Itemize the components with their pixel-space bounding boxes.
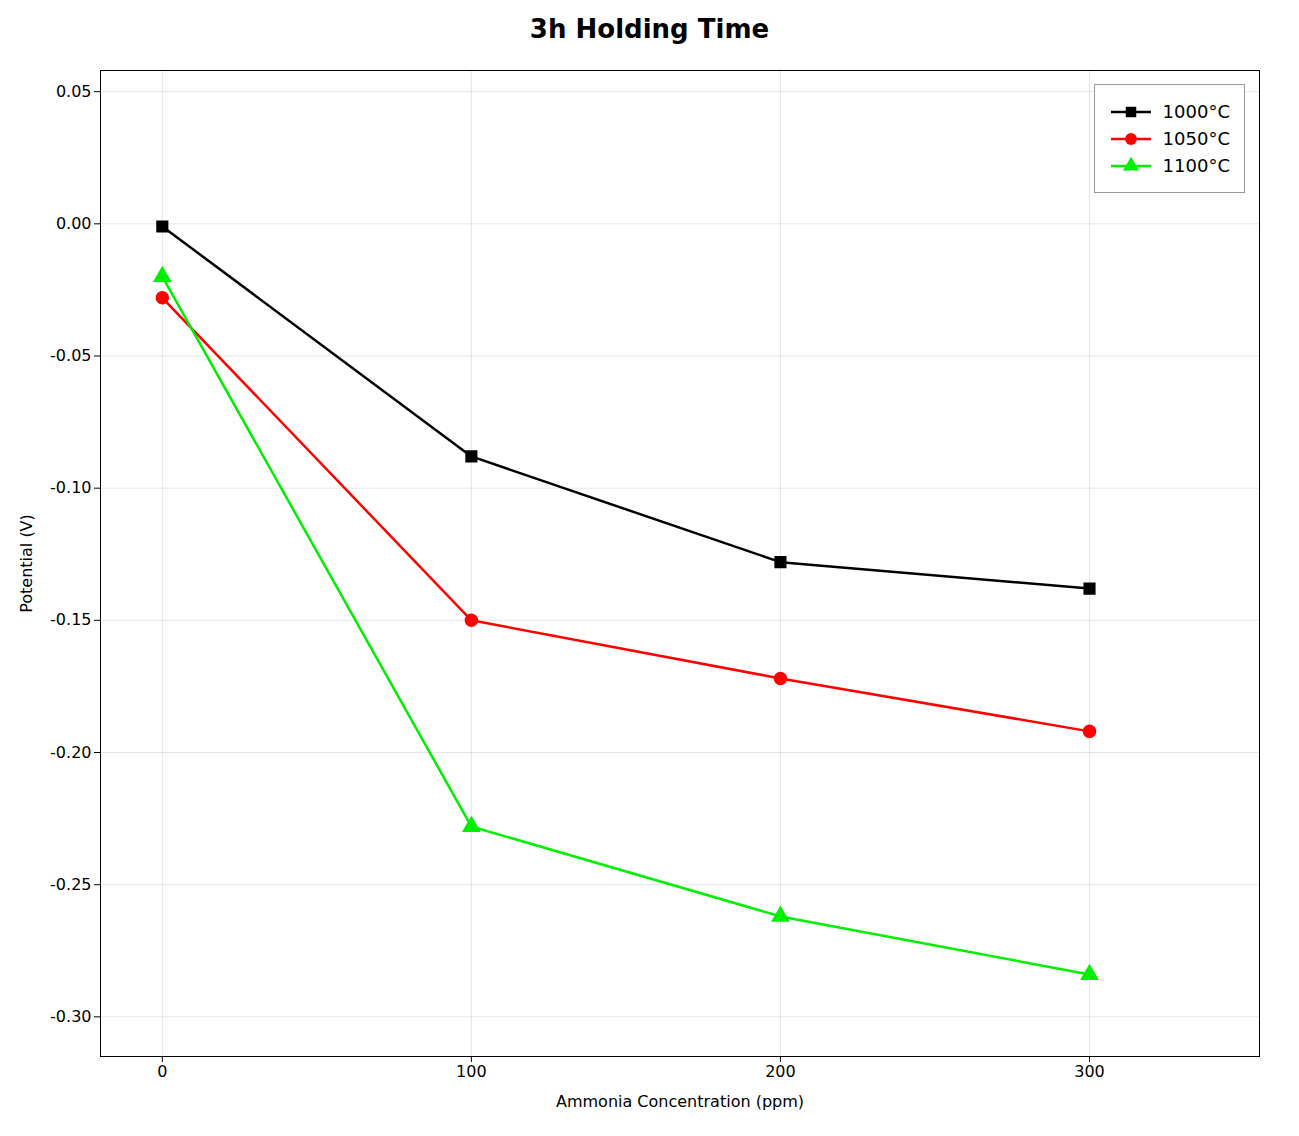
svg-text:Potential (V): Potential (V) bbox=[17, 514, 36, 613]
svg-text:-0.05: -0.05 bbox=[50, 346, 91, 365]
html-text:1050°C: 1050°C bbox=[1162, 128, 1230, 149]
svg-text:Ammonia Concentration (ppm): Ammonia Concentration (ppm) bbox=[556, 1092, 804, 1111]
svg-text:-0.20: -0.20 bbox=[50, 743, 91, 762]
svg-text:0.00: 0.00 bbox=[56, 214, 92, 233]
svg-text:200: 200 bbox=[765, 1062, 796, 1081]
svg-text:100: 100 bbox=[456, 1062, 487, 1081]
svg-text:0: 0 bbox=[157, 1062, 167, 1081]
html-text:3h Holding Time: 3h Holding Time bbox=[529, 14, 770, 44]
svg-text:-0.10: -0.10 bbox=[50, 478, 91, 497]
svg-text:-0.25: -0.25 bbox=[50, 875, 91, 894]
svg-text:-0.15: -0.15 bbox=[50, 610, 91, 629]
svg-text:300: 300 bbox=[1074, 1062, 1105, 1081]
html-text:1000°C: 1000°C bbox=[1162, 101, 1230, 122]
html-text:1100°C: 1100°C bbox=[1162, 155, 1230, 176]
svg-text:0.05: 0.05 bbox=[56, 82, 92, 101]
svg-text:-0.30: -0.30 bbox=[50, 1007, 91, 1026]
